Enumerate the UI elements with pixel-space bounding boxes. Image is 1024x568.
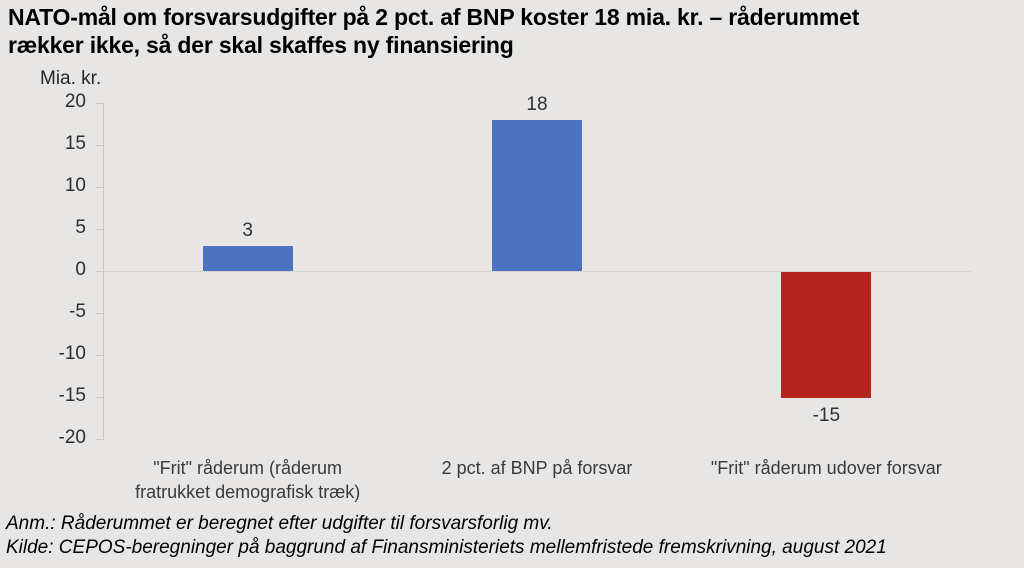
bar-2 [492, 119, 582, 271]
footnotes: Anm.: Råderummet er beregnet efter udgif… [6, 512, 887, 560]
y-tick-label: 15 [64, 133, 86, 154]
y-tick-label: 5 [75, 217, 86, 238]
y-axis-tick [96, 229, 103, 230]
y-tick-label: 0 [75, 259, 86, 280]
bar-value-label: -15 [812, 405, 841, 426]
bar-value-label: 3 [242, 219, 253, 241]
y-axis-tick [96, 145, 103, 146]
y-axis-unit-label: Mia. kr. [40, 68, 102, 89]
chart-title: NATO-mål om forsvarsudgifter på 2 pct. a… [8, 3, 859, 59]
y-axis-tick [96, 271, 103, 272]
x-category-label: "Frit" råderum udover forsvar [710, 458, 942, 478]
y-axis-tick [96, 439, 103, 440]
y-axis-tick [96, 187, 103, 188]
note-anm: Anm.: Råderummet er beregnet efter udgif… [6, 513, 553, 534]
chart-title-line2: rækker ikke, så der skal skaffes ny fina… [8, 32, 514, 58]
bar-3 [781, 272, 872, 398]
y-axis-tick [96, 313, 103, 314]
x-category-label: "Frit" råderum (råderum fratrukket demog… [135, 458, 361, 502]
y-tick-label: 10 [64, 175, 86, 196]
y-axis-line [103, 103, 104, 440]
bar-1 [202, 245, 293, 271]
y-axis-tick [96, 397, 103, 398]
y-tick-label: -15 [58, 385, 86, 406]
y-axis-tick [96, 103, 103, 104]
y-tick-label: -5 [69, 301, 86, 322]
y-tick-label: -10 [58, 343, 86, 364]
bar-value-label: 18 [526, 93, 548, 115]
x-category-label: 2 pct. af BNP på forsvar [441, 458, 633, 478]
y-tick-label: 20 [64, 91, 86, 112]
note-kilde: Kilde: CEPOS-beregninger på baggrund af … [6, 537, 887, 558]
y-tick-label: -20 [58, 427, 86, 448]
y-axis-tick [96, 355, 103, 356]
zero-gridline [104, 271, 971, 272]
chart-title-line1: NATO-mål om forsvarsudgifter på 2 pct. a… [8, 4, 860, 30]
